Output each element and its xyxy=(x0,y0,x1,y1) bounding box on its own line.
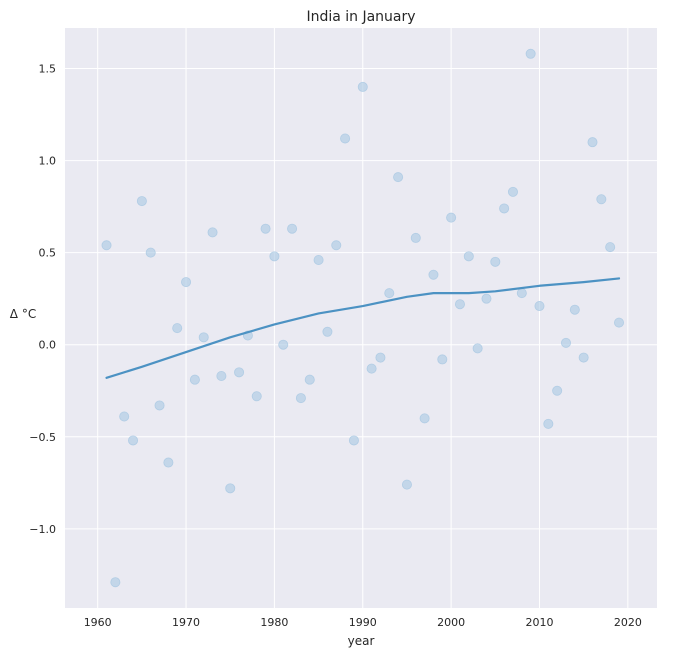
data-point xyxy=(472,343,483,354)
data-point xyxy=(560,337,571,348)
data-point xyxy=(189,374,200,385)
data-point xyxy=(614,317,625,328)
data-point xyxy=(136,196,147,207)
data-point xyxy=(428,269,439,280)
trend-line xyxy=(105,277,621,379)
data-point xyxy=(605,242,616,253)
data-point xyxy=(198,332,209,343)
data-point xyxy=(322,326,333,337)
data-point xyxy=(454,299,465,310)
data-point xyxy=(507,186,518,197)
data-point xyxy=(401,479,412,490)
data-point xyxy=(490,256,501,267)
grid xyxy=(65,28,657,608)
data-point xyxy=(269,251,280,262)
data-point xyxy=(234,367,245,378)
scatter-series xyxy=(101,48,625,588)
y-tick-label: −0.5 xyxy=(29,431,56,444)
data-point xyxy=(410,232,421,243)
y-tick-label: 0.5 xyxy=(39,247,57,260)
data-point xyxy=(181,277,192,288)
data-point xyxy=(534,301,545,312)
data-point xyxy=(463,251,474,262)
data-point xyxy=(260,223,271,234)
data-point xyxy=(437,354,448,365)
data-point xyxy=(278,339,289,350)
data-point xyxy=(578,352,589,363)
data-point xyxy=(587,137,598,148)
chart-title: India in January xyxy=(306,9,415,25)
data-point xyxy=(145,247,156,258)
data-point xyxy=(543,418,554,429)
data-point xyxy=(375,352,386,363)
x-axis-label: year xyxy=(348,634,375,648)
data-point xyxy=(340,133,351,144)
x-tick-label: 1960 xyxy=(84,616,112,629)
data-point xyxy=(163,457,174,468)
x-tick-label: 1980 xyxy=(260,616,288,629)
y-tick-label: 1.0 xyxy=(39,155,57,168)
data-point xyxy=(384,288,395,299)
data-point xyxy=(569,304,580,315)
x-tick-label: 1970 xyxy=(172,616,200,629)
data-point xyxy=(216,370,227,381)
data-point xyxy=(525,48,536,59)
data-point xyxy=(596,194,607,205)
y-tick-label: 0.0 xyxy=(39,339,57,352)
data-point xyxy=(481,293,492,304)
trend-series xyxy=(105,277,621,379)
data-point xyxy=(516,288,527,299)
data-point xyxy=(313,254,324,265)
data-point xyxy=(419,413,430,424)
data-point xyxy=(101,240,112,251)
data-point xyxy=(172,323,183,334)
data-point xyxy=(295,393,306,404)
data-point xyxy=(251,391,262,402)
data-point xyxy=(357,81,368,92)
data-point xyxy=(207,227,218,238)
data-point xyxy=(393,172,404,183)
x-tick-label: 1990 xyxy=(349,616,377,629)
plot-background xyxy=(65,28,657,608)
data-point xyxy=(110,577,121,588)
y-tick-label: 1.5 xyxy=(39,63,57,76)
data-point xyxy=(366,363,377,374)
y-axis-label: Δ °C xyxy=(10,307,36,321)
x-tick-label: 2020 xyxy=(614,616,642,629)
data-point xyxy=(348,435,359,446)
data-point xyxy=(154,400,165,411)
x-tick-label: 2010 xyxy=(525,616,553,629)
data-point xyxy=(331,240,342,251)
data-point xyxy=(128,435,139,446)
data-point xyxy=(119,411,130,422)
y-tick-label: −1.0 xyxy=(29,523,56,536)
y-axis-ticks: −1.0 −0.5 0.0 0.5 1.0 1.5 xyxy=(29,63,56,536)
data-point xyxy=(446,212,457,223)
x-axis-ticks: 1960 1970 1980 1990 2000 2010 2020 xyxy=(84,616,642,629)
x-tick-label: 2000 xyxy=(437,616,465,629)
data-point xyxy=(304,374,315,385)
data-point xyxy=(552,385,563,396)
data-point xyxy=(225,483,236,494)
data-point xyxy=(287,223,298,234)
data-point xyxy=(499,203,510,214)
